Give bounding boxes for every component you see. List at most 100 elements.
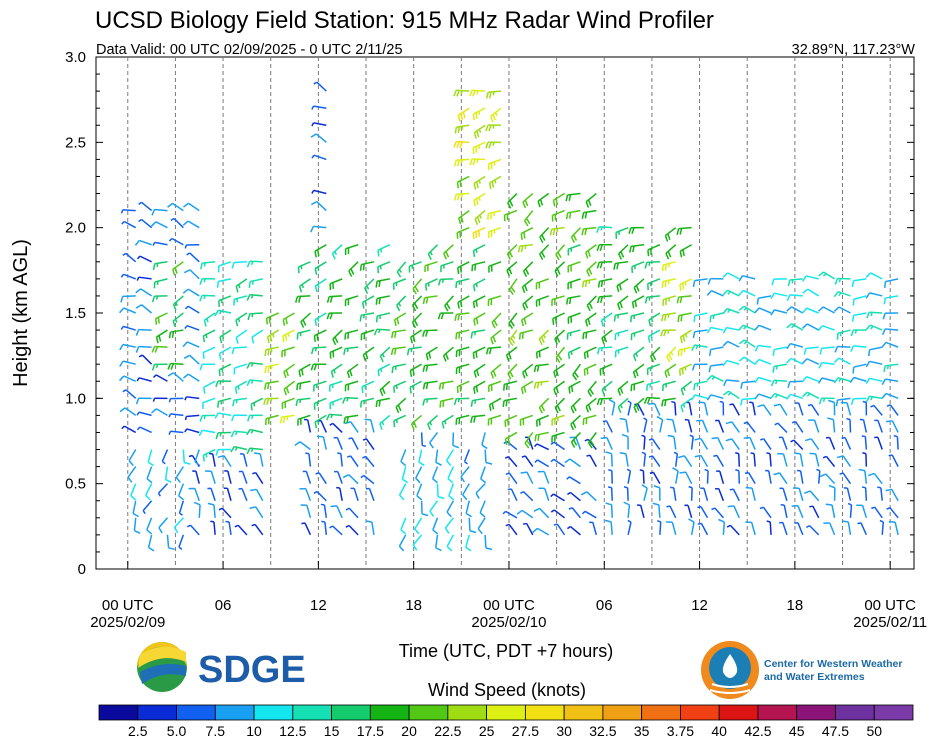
wind-barb — [661, 397, 676, 407]
wind-barb — [738, 305, 756, 314]
colorbar-tick-label: 47.5 — [822, 723, 849, 739]
wind-barb — [868, 472, 883, 485]
wind-barb — [446, 534, 455, 552]
wind-barb — [627, 400, 632, 416]
wind-barb — [505, 346, 518, 362]
wind-barb — [706, 374, 724, 382]
wind-barb — [184, 305, 200, 314]
wind-barb — [780, 504, 788, 518]
wind-barb — [809, 452, 820, 467]
sdge-logo-text: SDGE — [198, 649, 306, 691]
wind-barb — [178, 500, 185, 516]
wind-barb — [395, 397, 407, 414]
wind-barb — [729, 488, 740, 502]
wind-barb — [192, 470, 200, 484]
wind-barb — [182, 449, 191, 465]
wind-barb — [431, 466, 439, 484]
wind-barb — [552, 312, 565, 325]
wind-barb — [304, 418, 312, 433]
wind-barb — [184, 414, 200, 421]
wind-barb — [852, 295, 867, 306]
wind-barb — [570, 414, 581, 431]
wind-barb — [470, 414, 486, 424]
grid-lines — [127, 57, 891, 569]
wind-barb — [626, 468, 632, 484]
wind-barb — [443, 244, 454, 260]
wind-barb — [393, 312, 407, 327]
wind-barb — [842, 520, 852, 535]
wind-barb — [427, 244, 439, 260]
wind-barb — [585, 397, 597, 413]
wind-barb — [224, 470, 232, 484]
wind-barb — [678, 363, 692, 376]
wind-barb — [152, 261, 168, 271]
wind-barb — [130, 483, 137, 501]
wind-barb — [345, 507, 359, 519]
wind-barb — [453, 397, 470, 406]
wind-barb — [302, 470, 312, 484]
wind-barb — [435, 449, 442, 466]
wind-barb — [263, 397, 279, 405]
wind-barb — [503, 380, 518, 391]
wind-barb — [649, 346, 661, 363]
wind-barb — [567, 278, 581, 290]
wind-barb — [802, 275, 819, 282]
wind-barb — [310, 363, 327, 371]
wind-barb — [657, 519, 662, 535]
wind-barb — [554, 261, 566, 277]
wind-barb — [136, 411, 152, 417]
wind-barb — [310, 133, 327, 143]
wind-barb — [481, 432, 488, 450]
colorbar-swatch — [563, 704, 604, 721]
wind-barb — [283, 363, 295, 379]
wind-barb — [605, 502, 613, 518]
wind-barb — [391, 329, 406, 339]
wind-barb — [688, 485, 693, 501]
wind-barb — [823, 522, 836, 536]
wind-barb — [218, 346, 232, 360]
wind-barb — [411, 312, 423, 329]
wind-barb — [215, 380, 232, 388]
wind-barb — [807, 403, 820, 416]
wind-barb — [202, 397, 216, 410]
y-tick-label: 0 — [78, 561, 86, 578]
wind-barb — [550, 493, 565, 502]
wind-barb — [596, 397, 613, 406]
wind-barb — [706, 289, 724, 297]
wind-barb — [641, 434, 646, 450]
wind-barb — [865, 324, 883, 331]
wind-barb — [161, 449, 169, 465]
wind-barb — [535, 414, 549, 427]
wind-barb — [414, 517, 423, 535]
wind-barb — [202, 329, 216, 343]
wind-barb — [305, 452, 312, 467]
wind-barb — [230, 430, 247, 438]
wind-barb — [128, 449, 137, 467]
x-tick-sublabel: 2025/02/09 — [90, 614, 165, 631]
wind-barb — [488, 175, 502, 190]
wind-barb — [364, 278, 375, 295]
wind-barbs — [118, 81, 899, 552]
wind-barb — [582, 329, 597, 340]
wind-barb — [454, 124, 470, 134]
wind-barb — [661, 278, 676, 288]
wind-barb — [602, 420, 613, 433]
wind-barb — [613, 261, 629, 270]
wind-barb — [184, 243, 200, 249]
wind-barb — [409, 380, 422, 394]
wind-barb — [153, 374, 168, 382]
wind-barb — [362, 346, 375, 361]
wind-barb — [231, 346, 247, 355]
wind-barb — [314, 244, 327, 258]
wind-barb — [706, 394, 724, 401]
wind-barb — [522, 261, 534, 277]
wind-barb — [133, 517, 141, 534]
wind-barb — [182, 220, 200, 229]
wind-barb — [321, 520, 328, 535]
wind-barb — [534, 431, 549, 442]
wind-barb — [835, 397, 851, 407]
colorbar-swatch — [796, 704, 836, 721]
colorbar-tick-label: 30 — [556, 723, 572, 739]
wind-barb — [485, 124, 502, 132]
cw3e-logo-line1: Center for Western Weather — [764, 658, 902, 670]
